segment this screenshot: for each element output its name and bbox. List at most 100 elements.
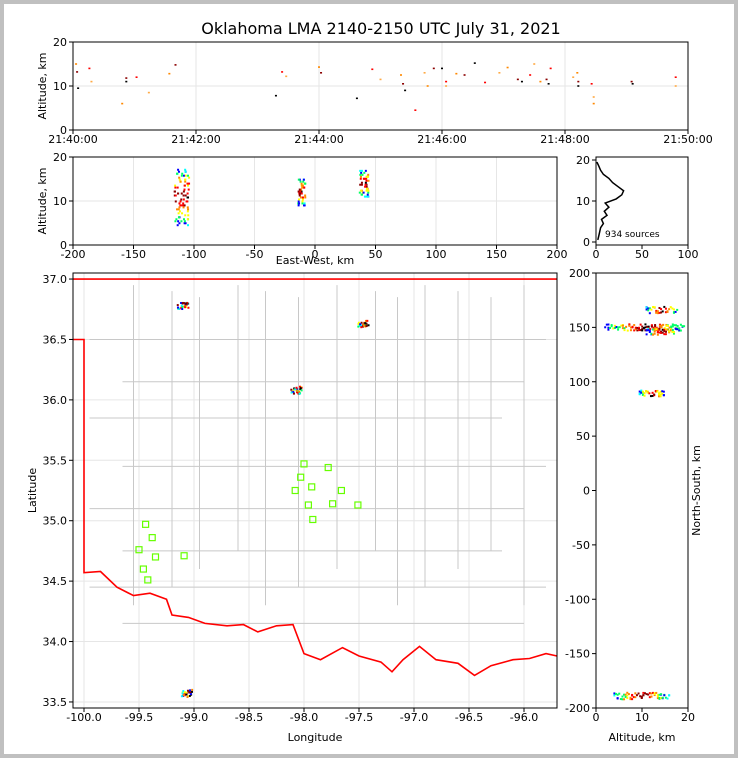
lma-station [324, 463, 332, 472]
altitude-ns-point [665, 328, 668, 331]
ew-altitude-point [365, 177, 368, 180]
altitude-ns-point [636, 329, 639, 332]
plan-view-point [187, 306, 190, 309]
time-height-point [121, 102, 124, 105]
state-border-south [73, 338, 558, 677]
time-height-point [529, 74, 532, 76]
plan-view-point [295, 386, 298, 389]
plan-view-xtick-label: -98.0 [290, 711, 318, 724]
altitude-ns-point [668, 308, 671, 311]
lma-station [354, 501, 362, 509]
plan-view-point [186, 696, 189, 699]
time-height-point [355, 97, 358, 100]
ew-altitude-point [178, 210, 181, 213]
time-height-point [549, 67, 552, 70]
ew-altitude-point [176, 208, 179, 211]
histogram-xtick-label: 50 [635, 248, 649, 261]
ew-altitude-point [367, 175, 370, 178]
plan-view-point [357, 325, 360, 328]
ew-altitude-xtick-label: 50 [369, 248, 383, 261]
altitude-ns-point [657, 327, 660, 330]
histogram-ytick-label: 20 [576, 154, 590, 167]
time-height-xtick-label: 21:40:00 [48, 133, 97, 146]
altitude-ns-point [666, 324, 669, 327]
plan-view-point [361, 323, 364, 326]
ew-altitude-ylabel: Altitude, km [36, 167, 49, 234]
ew-altitude-xtick-label: -200 [61, 248, 86, 261]
plan-view-point [360, 321, 363, 324]
altitude-ns-point [615, 325, 618, 328]
time-height-point [445, 80, 448, 83]
time-height-point [174, 64, 177, 66]
time-height-ytick-label: 10 [53, 80, 67, 93]
altitude-ns-point [661, 392, 664, 395]
altitude-ns-point [638, 390, 641, 393]
ew-altitude-point [184, 194, 187, 197]
ew-altitude-point [364, 181, 367, 184]
ew-altitude-point [183, 220, 186, 223]
altitude-ns-point [627, 693, 630, 696]
altitude-ns-point [650, 308, 653, 311]
altitude-ns-point [659, 390, 662, 393]
ew-altitude-point [184, 180, 187, 183]
altitude-ns-point [653, 330, 656, 333]
ew-altitude-point [186, 210, 189, 213]
altitude-ns-point [629, 326, 632, 329]
altitude-ns-point [655, 691, 658, 694]
ew-altitude-xtick-label: 0 [312, 248, 319, 261]
plan-view-point [180, 301, 183, 304]
altitude-ns-point [638, 329, 641, 332]
ew-altitude-point [176, 224, 179, 227]
altitude-ns-point [652, 328, 655, 331]
altitude-ns-point [661, 310, 664, 313]
plan-view-xtick-label: -99.0 [180, 711, 208, 724]
altitude-ns-point [616, 693, 619, 696]
plan-view-point [299, 387, 302, 390]
altitude-ns-point [647, 325, 650, 328]
ew-altitude-point [298, 188, 301, 191]
altitude-ns-point [636, 326, 639, 329]
altitude-ns-point [662, 394, 665, 397]
lma-station [291, 486, 299, 495]
time-height-point [168, 72, 171, 75]
ew-altitude-point [365, 179, 368, 182]
altitude-ns-ytick-label: 0 [583, 485, 590, 498]
altitude-ns-point [619, 698, 622, 701]
plan-view-point [360, 326, 363, 329]
altitude-ns-point [624, 695, 627, 698]
altitude-ns-point [610, 325, 613, 328]
ew-altitude-point [182, 194, 185, 197]
ew-altitude-point [365, 183, 368, 186]
time-height-point [400, 74, 402, 76]
altitude-ns-point [664, 307, 667, 310]
altitude-ns-point [621, 698, 624, 701]
time-height-point [318, 66, 320, 68]
time-height-point [520, 80, 523, 83]
ew-altitude-point [367, 179, 370, 182]
ew-altitude-point [362, 177, 365, 180]
altitude-ns-point [632, 696, 635, 699]
altitude-ns-point [676, 328, 679, 331]
altitude-ns-point [618, 692, 621, 695]
time-height-point [426, 85, 429, 87]
time-height-point [76, 71, 79, 73]
altitude-ns-point [650, 695, 653, 698]
plan-view-ytick-label: 35.5 [43, 454, 68, 467]
altitude-ns-point [640, 696, 643, 699]
altitude-ns-point [634, 328, 637, 331]
altitude-ns-ytick-label: -100 [565, 593, 590, 606]
ew-altitude-point [177, 168, 180, 171]
ew-altitude-point [361, 173, 364, 176]
plan-view-point [359, 323, 362, 326]
plan-view-ytick-label: 33.5 [43, 696, 68, 709]
altitude-ns-point [681, 325, 684, 328]
plan-view-point [190, 690, 193, 693]
ew-altitude-point [303, 202, 306, 205]
plan-view-frame [72, 272, 558, 709]
time-height-point [592, 102, 595, 105]
ew-altitude-point [182, 206, 185, 209]
ew-altitude-point [365, 175, 368, 178]
altitude-ns-point [642, 326, 645, 329]
plan-view-point [363, 323, 366, 326]
altitude-ns-point [646, 391, 649, 394]
